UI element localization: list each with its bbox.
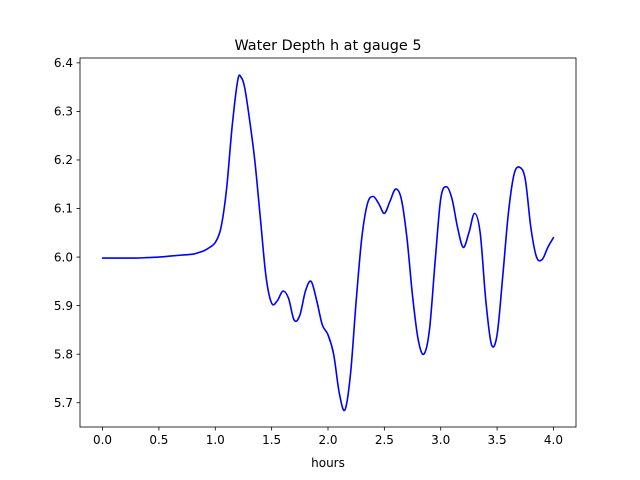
y-tick-label: 5.9 [54, 299, 73, 313]
x-tick-label: 2.0 [318, 433, 337, 447]
series-line [101, 74, 555, 412]
y-tick-label: 6.2 [54, 153, 73, 167]
x-tick-label: 3.0 [431, 433, 450, 447]
y-tick-label: 6.3 [54, 105, 73, 119]
y-tick-label: 5.8 [54, 347, 73, 361]
y-tick-label: 6.1 [54, 202, 73, 216]
x-tick-label: 2.5 [375, 433, 394, 447]
x-tick-label: 4.0 [544, 433, 563, 447]
x-tick-label: 3.5 [488, 433, 507, 447]
plot-background [80, 58, 576, 427]
y-tick-label: 5.7 [54, 396, 73, 410]
x-tick-label: 1.0 [206, 433, 225, 447]
y-tick-label: 6.4 [54, 56, 73, 70]
x-axis: 0.0 0.5 1.0 1.5 2.0 2.5 3.0 3.5 4.0 [93, 427, 563, 447]
x-tick-label: 1.5 [262, 433, 281, 447]
chart-title: Water Depth h at gauge 5 [234, 38, 421, 54]
y-tick-label: 6.0 [54, 250, 73, 264]
x-tick-label: 0.5 [149, 433, 168, 447]
series-layer [101, 74, 555, 412]
x-tick-label: 0.0 [93, 433, 112, 447]
x-axis-label: hours [311, 456, 345, 470]
y-axis: 5.7 5.8 5.9 6.0 6.1 6.2 6.3 6.4 [54, 56, 80, 410]
